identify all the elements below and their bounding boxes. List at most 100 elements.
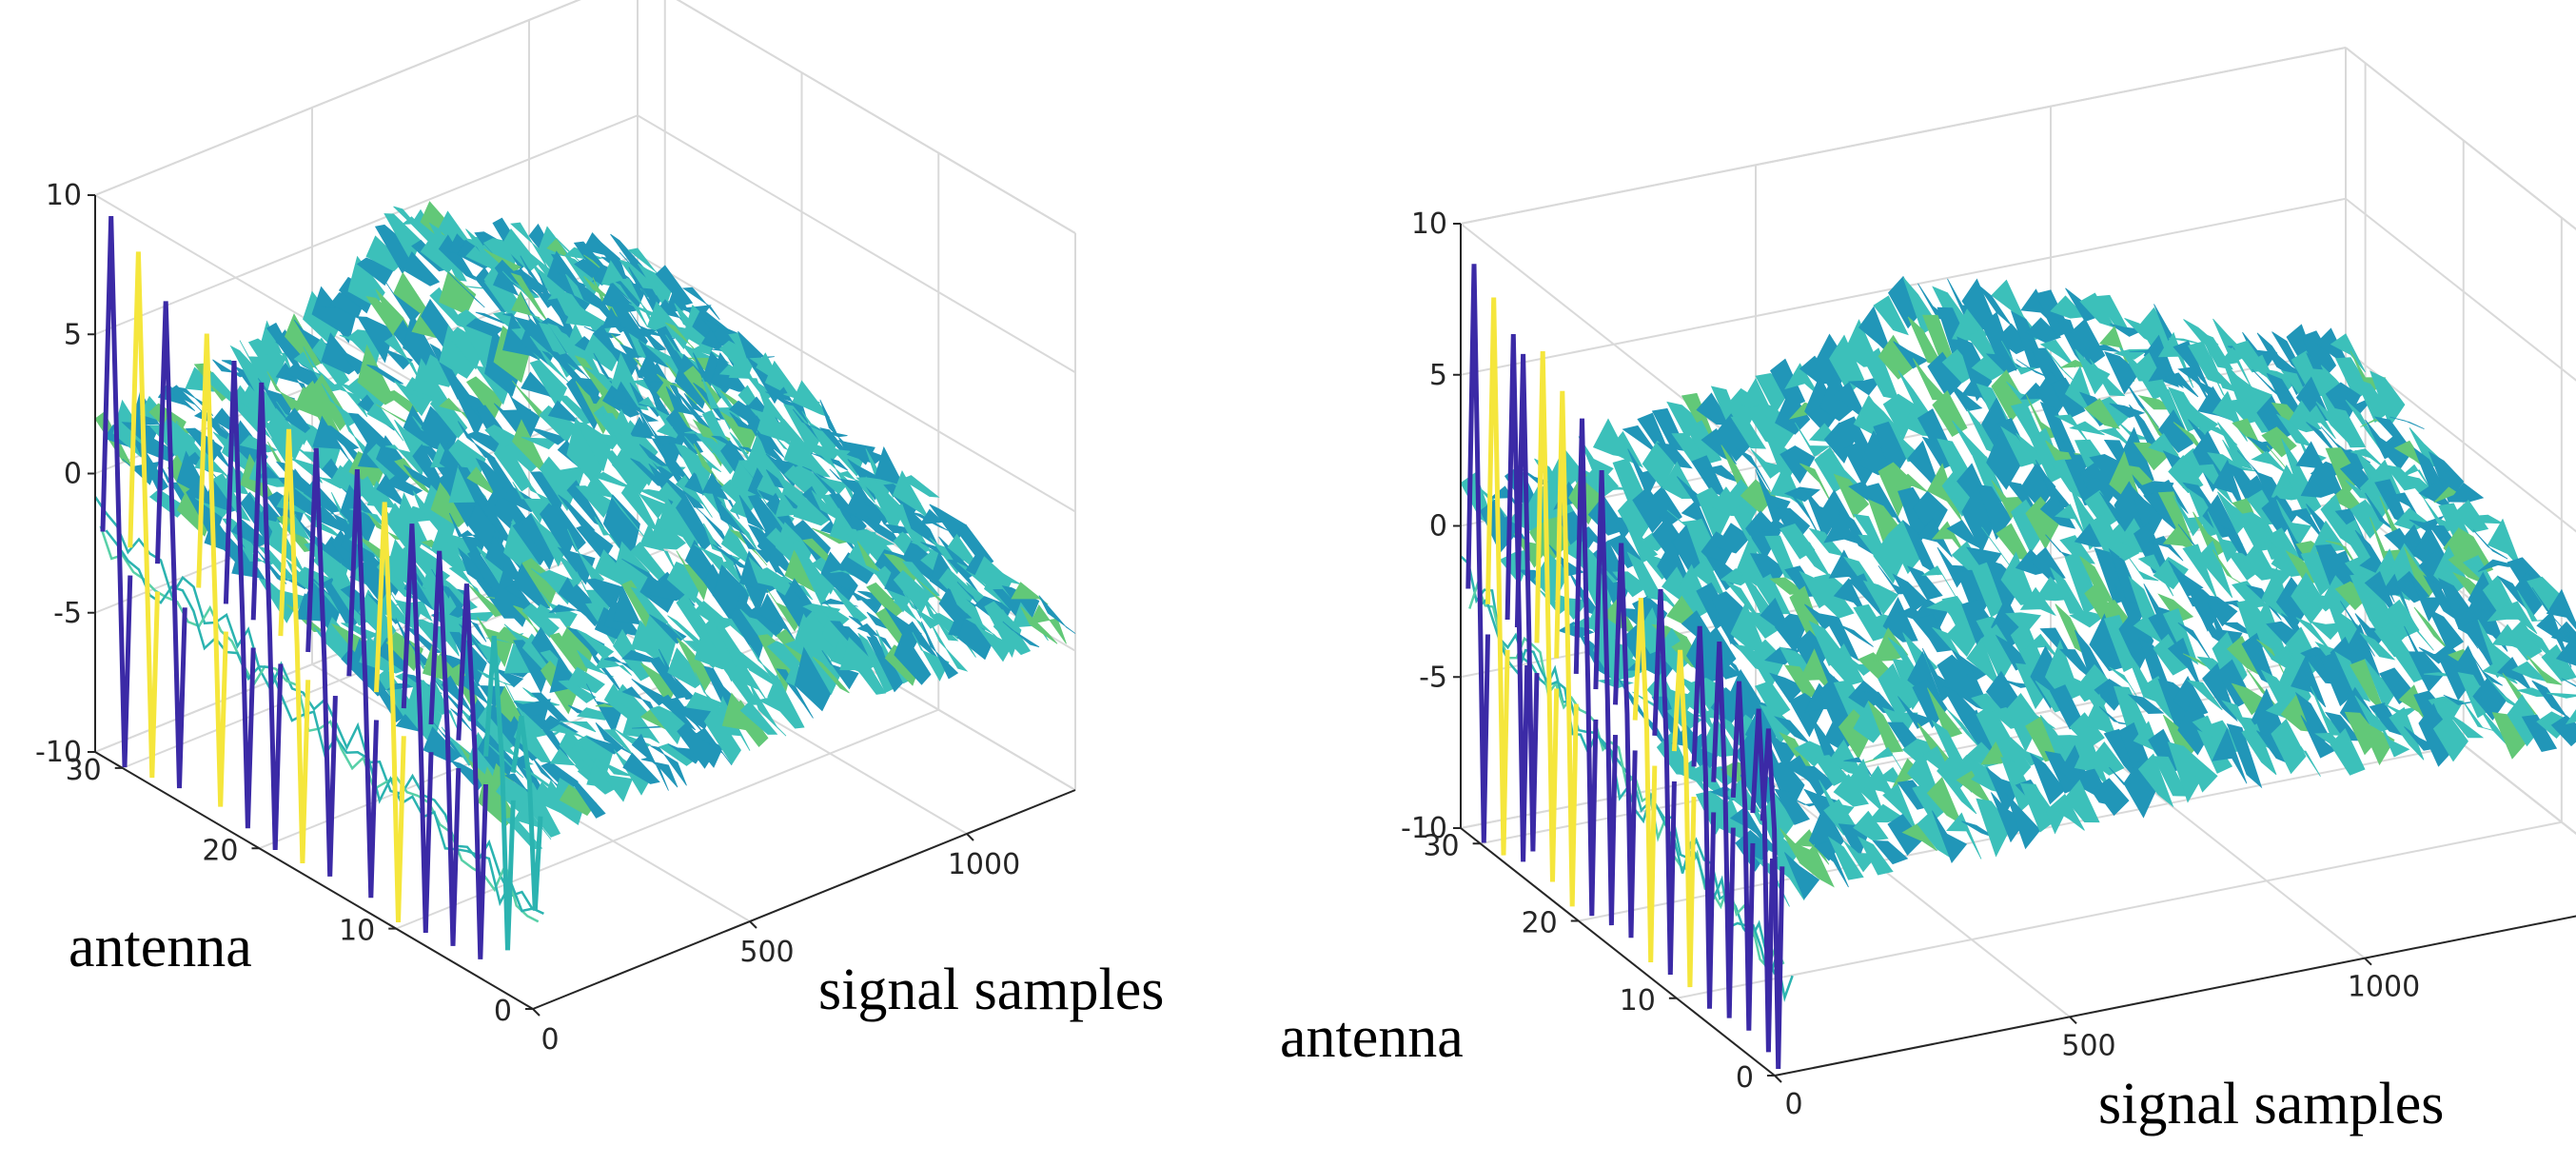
y-tick-label: 0 [1736, 1061, 1754, 1095]
surface-patch [2168, 454, 2204, 494]
surface-patch [2157, 409, 2194, 453]
surface-patch [1730, 416, 1767, 449]
surface-patch [1947, 380, 1983, 412]
surface-patch [2039, 492, 2076, 529]
surface-patch [2555, 639, 2576, 666]
spike-mark [483, 635, 516, 951]
y-tick-label: 30 [1423, 829, 1459, 862]
surface-patch [2472, 529, 2508, 560]
surface-patch [2089, 359, 2126, 397]
surface-patch [757, 593, 796, 641]
surface [1460, 275, 2576, 907]
surface-patch [646, 279, 684, 312]
surface-patch [1858, 752, 1894, 765]
surface-patch [566, 480, 605, 528]
spike-mark [1711, 641, 1736, 1018]
surface-patch [2183, 396, 2219, 437]
surface-patch [2162, 372, 2199, 398]
surface-patch [2330, 728, 2366, 776]
spike-mark [374, 502, 406, 922]
surface-patch [1868, 701, 1904, 754]
surface-patch [429, 391, 468, 439]
surface-patch [1833, 774, 1869, 807]
y-tick-label: 10 [339, 915, 375, 948]
surface-patch [658, 613, 696, 652]
surface-patch [2137, 554, 2174, 597]
grid-line-z [2345, 197, 2576, 382]
surface-patch [2359, 719, 2395, 766]
x-tick-label: 1000 [948, 848, 1020, 881]
surface-patch [920, 621, 959, 680]
surface-patch [894, 631, 932, 685]
surface-patch [731, 700, 769, 747]
surface-patch [559, 721, 597, 733]
surface-patch [2039, 401, 2076, 453]
y-tick-label: 20 [1522, 907, 1558, 940]
front-wire [93, 496, 535, 911]
z-tick-label: -10 [1401, 812, 1447, 845]
surface-patch [628, 310, 667, 351]
z-tick-label: -5 [53, 597, 82, 630]
surface-patch [2546, 588, 2576, 630]
surface-patch [2359, 632, 2396, 661]
surface-patch [2049, 793, 2085, 831]
surface-patch [2098, 326, 2135, 382]
front-wire [1460, 555, 1777, 975]
surface-patch [1932, 810, 1968, 863]
surface-patch [737, 330, 775, 359]
surface-patch [683, 393, 721, 421]
surface-patch [681, 287, 720, 321]
grid-line-z [637, 253, 1076, 513]
surface-patch [1799, 843, 1835, 888]
surface-patch [1819, 584, 1855, 619]
surface-patch [703, 707, 741, 765]
grid-line-z [2345, 348, 2576, 533]
z-tick-label: 5 [64, 318, 82, 351]
surface-patch [1740, 479, 1777, 514]
surface-patch [2039, 339, 2076, 368]
spike-mark [1730, 681, 1756, 1031]
surface-patch [695, 727, 733, 766]
surface-patch [638, 325, 676, 340]
surface-patch [2527, 655, 2563, 685]
x-tick [532, 1008, 541, 1017]
surface-patch [2389, 416, 2425, 429]
spike-mark [456, 583, 488, 959]
surface-patch [1932, 390, 1968, 438]
surface-patch [1002, 621, 1040, 648]
surface-patch [2389, 706, 2425, 761]
surface-patch [650, 745, 687, 786]
surface-patch [1813, 840, 1849, 888]
spike-mark [1514, 353, 1540, 852]
spike-mark [428, 550, 462, 946]
surface-patch [601, 306, 639, 359]
spike-mark [128, 251, 160, 779]
chart-right: 05001000150001020301050-5-10antennasigna… [1142, 0, 2576, 1166]
surface-patch [901, 475, 940, 498]
surface-patch [347, 255, 385, 307]
surface-patch [1736, 447, 1771, 492]
spike-mark [278, 428, 311, 863]
grid-line-z [1460, 47, 2347, 225]
surface-patch [848, 646, 887, 695]
surface-patch [912, 632, 950, 682]
box-edge [2345, 47, 2576, 230]
surface-patch [1646, 485, 1682, 528]
surface-patch [577, 629, 615, 660]
y-tick-label: 30 [66, 754, 102, 787]
surface-patch [438, 234, 477, 281]
y-tick-label: 20 [202, 834, 238, 867]
surface-patch [2521, 714, 2558, 753]
surface-patch [993, 608, 1032, 656]
surface-patch [402, 251, 441, 287]
surface-patch [2226, 723, 2263, 789]
surface-patch [1857, 836, 1894, 876]
surface-patch [2245, 584, 2282, 621]
surface-patch [2565, 708, 2576, 725]
spike-mark [401, 524, 434, 933]
surface-patch [1780, 445, 1816, 484]
y-axis-line [1460, 827, 1776, 1077]
spike-mark [1465, 264, 1490, 843]
spike-mark [305, 447, 338, 877]
grid-line-y [1676, 820, 2563, 999]
